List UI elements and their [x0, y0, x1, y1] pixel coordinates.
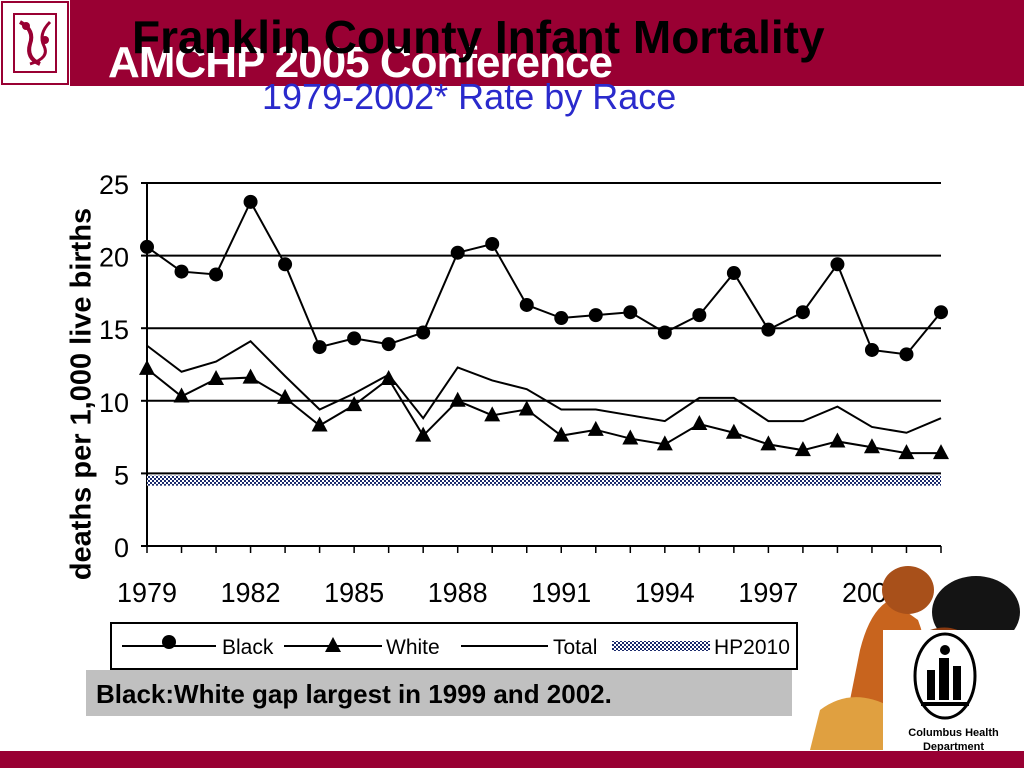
columbus-health-logo-icon [913, 632, 977, 720]
tick-label-y: 15 [99, 315, 129, 345]
columbus-health-logo: Columbus Health Department [883, 630, 1024, 768]
series-line-hp2010 [147, 475, 941, 486]
footer-bar [0, 751, 1024, 768]
data-point-black [347, 331, 362, 346]
tick-label-x: 1982 [221, 577, 281, 608]
data-point-black [726, 266, 741, 281]
data-point-white [449, 391, 466, 407]
columbus-health-label-line2: Department [922, 741, 985, 753]
legend-swatch-hp2010 [612, 641, 710, 651]
callout-note: Black:White gap largest in 1999 and 2002… [86, 670, 792, 716]
data-point-white [415, 426, 432, 442]
callout-note-text: Black:White gap largest in 1999 and 2002… [96, 679, 612, 709]
data-point-black [864, 342, 879, 357]
data-point-white [311, 416, 328, 432]
series-line-total [146, 340, 942, 434]
legend-marker-black [162, 635, 176, 649]
data-point-white [933, 444, 949, 460]
amchp-logo [0, 0, 70, 86]
tick-label-y: 25 [99, 170, 129, 200]
data-point-white [173, 387, 190, 403]
tick-label-x: 1985 [324, 577, 384, 608]
data-point-black [761, 322, 776, 337]
data-point-white [346, 396, 363, 412]
legend-marker-white [325, 637, 341, 652]
tick-label-y: 10 [99, 388, 129, 418]
data-point-black [934, 305, 948, 320]
tick-label-x: 1994 [635, 577, 695, 608]
data-point-black [278, 257, 293, 272]
data-point-white [656, 435, 673, 451]
data-point-white [208, 370, 225, 386]
data-point-white [277, 388, 294, 404]
data-point-black [899, 347, 914, 362]
data-point-white [898, 444, 915, 460]
data-point-white [691, 415, 708, 431]
tick-label-y: 0 [114, 533, 129, 563]
data-point-white [725, 423, 742, 439]
amchp-logo-icon [1, 1, 69, 85]
data-point-white [518, 400, 535, 416]
data-point-black [554, 311, 569, 326]
legend-label-black: Black [222, 636, 274, 659]
data-point-black [209, 267, 224, 282]
data-point-white [829, 432, 846, 448]
data-point-black [450, 245, 465, 260]
data-point-black [312, 340, 327, 355]
series-line-black [146, 199, 942, 356]
tick-label-y: 20 [99, 243, 129, 273]
columbus-health-label-line1: Columbus Health [908, 727, 999, 739]
data-point-white [242, 368, 259, 384]
data-point-black [519, 297, 534, 312]
data-point-black [416, 325, 431, 340]
conference-banner-text: AMCHP 2005 Conference [108, 38, 613, 87]
data-point-black [588, 308, 603, 323]
legend-label-white: White [386, 636, 440, 659]
tick-label-y: 5 [114, 460, 129, 490]
chart-subtitle: 1979-2002* Rate by Race [262, 76, 677, 117]
columbus-health-label: Columbus Health Department [883, 726, 1024, 754]
tick-label-x: 1991 [531, 577, 591, 608]
data-point-white [794, 441, 811, 457]
chart-title: Franklin County Infant Mortality [132, 11, 825, 63]
data-point-black [243, 194, 258, 209]
tick-label-x: 1997 [738, 577, 798, 608]
data-point-white [587, 420, 604, 436]
data-point-black [795, 305, 810, 320]
tick-label-x: 1979 [117, 577, 177, 608]
data-point-white [139, 359, 155, 375]
data-point-black [657, 325, 672, 340]
legend-label-hp2010: HP2010 [714, 636, 790, 659]
data-point-black [830, 257, 845, 272]
data-point-black [692, 308, 707, 323]
data-point-black [174, 264, 189, 279]
data-point-black [381, 337, 396, 352]
header-banner [0, 0, 1024, 86]
data-point-white [553, 426, 570, 442]
legend-label-total: Total [553, 636, 597, 659]
data-point-black [623, 305, 638, 320]
data-point-white [863, 438, 880, 454]
tick-label-x: 1988 [428, 577, 488, 608]
data-point-black [485, 236, 500, 251]
data-point-white [484, 406, 501, 422]
data-point-black [140, 239, 154, 254]
data-point-white [622, 429, 639, 445]
series-line-white [146, 368, 941, 455]
data-point-white [760, 435, 777, 451]
